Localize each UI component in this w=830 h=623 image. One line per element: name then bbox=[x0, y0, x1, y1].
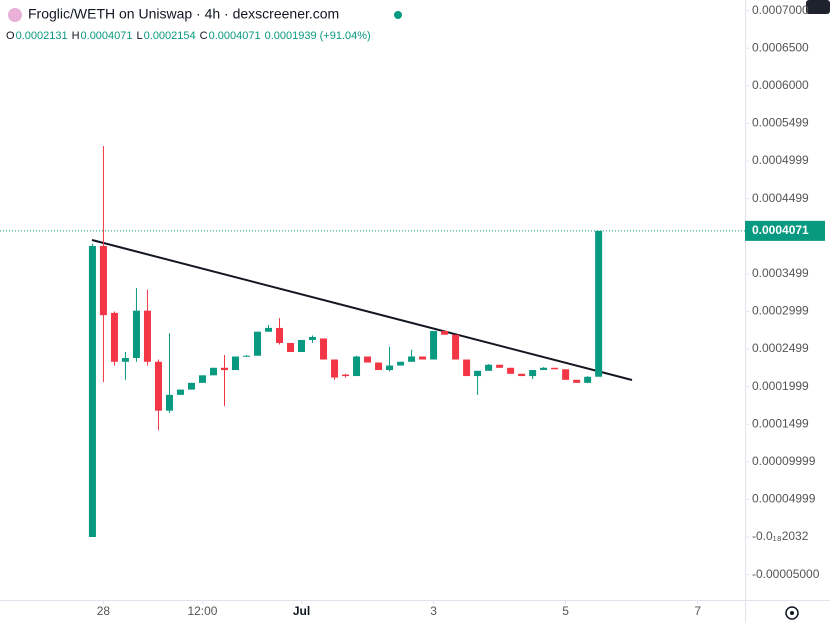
ohlc-key: O bbox=[6, 30, 15, 42]
y-tick-label: 0.0002499 bbox=[752, 341, 809, 355]
candle-body bbox=[254, 331, 262, 356]
trend-line bbox=[91, 239, 633, 381]
candle-body bbox=[353, 356, 361, 377]
y-tick-label: 0.0004499 bbox=[752, 191, 809, 205]
candle-body bbox=[419, 356, 427, 360]
candle-body bbox=[309, 336, 317, 340]
y-tick-label: 0.0004999 bbox=[752, 153, 809, 167]
y-tick-label: -0.00005000 bbox=[752, 567, 820, 581]
candle-body bbox=[518, 373, 526, 377]
candle-body bbox=[540, 367, 548, 371]
candle-body bbox=[474, 370, 482, 377]
y-tick-label: 0.00009999 bbox=[752, 454, 816, 468]
candle-body bbox=[110, 312, 118, 362]
candle-body bbox=[165, 394, 173, 411]
ohlc-header: O 0.0002131 H 0.0004071 L 0.0002154 C 0.0004071… bbox=[6, 30, 371, 42]
y-tick-label: 0.0007000 bbox=[752, 3, 809, 17]
ohlc-key: L bbox=[137, 30, 143, 42]
candle-body bbox=[441, 330, 449, 335]
candle-body bbox=[276, 327, 284, 343]
candle-body bbox=[121, 358, 129, 362]
candle-body bbox=[99, 245, 107, 316]
y-tick-label: 0.0001999 bbox=[752, 379, 809, 393]
x-tick-label: 12:00 bbox=[187, 604, 217, 618]
ohlc-value: 0.0004071 bbox=[209, 30, 261, 42]
y-tick-label: 0.0006500 bbox=[752, 40, 809, 54]
candle-body bbox=[220, 367, 228, 371]
candle-body bbox=[132, 310, 140, 359]
ohlc-value: 0.0004071 bbox=[81, 30, 133, 42]
x-tick-label: Jul bbox=[293, 604, 310, 618]
candle-body bbox=[529, 370, 537, 377]
token-icon bbox=[8, 8, 22, 22]
candle-body bbox=[496, 364, 504, 368]
settings-icon[interactable] bbox=[785, 606, 799, 620]
candle-body bbox=[463, 359, 471, 377]
candle-body bbox=[573, 379, 581, 383]
candle-body bbox=[452, 334, 460, 360]
candle-body bbox=[386, 365, 394, 371]
price-label: 0.0004071 bbox=[752, 223, 809, 237]
candle-body bbox=[485, 364, 493, 371]
change: 0.0001939 (+91.04%) bbox=[265, 30, 371, 42]
ohlc-key: C bbox=[200, 30, 208, 42]
candle-body bbox=[595, 230, 603, 377]
ohlc-value: 0.0002131 bbox=[16, 30, 68, 42]
y-tick-label: 0.0005499 bbox=[752, 116, 809, 130]
candle-body bbox=[143, 310, 151, 362]
y-tick-label: 0.0001499 bbox=[752, 416, 809, 430]
ohlc-value: 0.0002154 bbox=[144, 30, 196, 42]
candle-body bbox=[584, 376, 592, 383]
candle-body bbox=[397, 361, 405, 366]
candle-body bbox=[209, 367, 217, 376]
chart-title: Froglic/WETH on Uniswap · 4h · dexscreen… bbox=[28, 6, 339, 22]
candle-body bbox=[408, 356, 416, 362]
candle-body bbox=[375, 362, 383, 371]
price-label-bg bbox=[745, 220, 825, 241]
candle-body bbox=[507, 367, 515, 374]
candle-body bbox=[342, 374, 350, 377]
candle-body bbox=[198, 375, 206, 383]
candle-body bbox=[551, 367, 559, 370]
candle-body bbox=[88, 245, 96, 537]
x-tick-label: 7 bbox=[694, 604, 701, 618]
y-tick-label: 0.00004999 bbox=[752, 492, 816, 506]
candle-body bbox=[187, 382, 195, 390]
candle-body bbox=[265, 327, 273, 332]
candle-body bbox=[242, 355, 250, 357]
x-tick-label: 28 bbox=[97, 604, 111, 618]
candle-body bbox=[331, 359, 339, 378]
y-tick-label: -0.0₁₈2032 bbox=[752, 529, 809, 543]
y-tick-label: 0.0002999 bbox=[752, 304, 809, 318]
status-dot bbox=[394, 11, 402, 19]
candle-body bbox=[430, 330, 438, 360]
candle-body bbox=[364, 356, 372, 363]
x-tick-label: 5 bbox=[562, 604, 569, 618]
candle-body bbox=[320, 338, 328, 360]
y-tick-label: 0.0003499 bbox=[752, 266, 809, 280]
corner-button[interactable] bbox=[806, 0, 830, 14]
candle-body bbox=[231, 356, 239, 371]
candle-body bbox=[176, 389, 184, 395]
x-tick-label: 3 bbox=[430, 604, 437, 618]
candle-body bbox=[154, 361, 162, 411]
candle-body bbox=[298, 339, 306, 352]
candle-body bbox=[287, 342, 295, 352]
candle-body bbox=[562, 369, 570, 380]
ohlc-key: H bbox=[72, 30, 80, 42]
y-tick-label: 0.0006000 bbox=[752, 78, 809, 92]
